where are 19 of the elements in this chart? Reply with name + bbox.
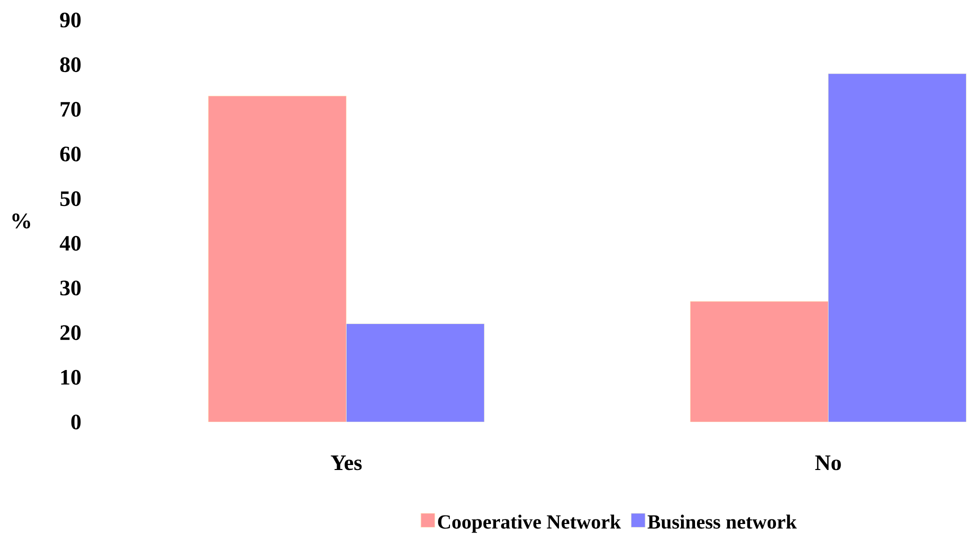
bar: [346, 324, 485, 422]
bar: [828, 73, 966, 422]
y-tick-label: 30: [60, 280, 81, 296]
legend-label: Business network: [648, 514, 797, 529]
bar: [690, 301, 828, 422]
y-tick-label: 40: [60, 236, 81, 251]
y-tick-label: 80: [60, 57, 81, 72]
x-tick-label: No: [815, 456, 841, 470]
x-tick-label: Yes: [330, 456, 362, 470]
y-tick-label: 90: [60, 12, 81, 28]
y-tick-label: 50: [60, 191, 81, 206]
bar: [208, 96, 347, 422]
y-axis-title: %: [12, 214, 30, 228]
y-tick-label: 70: [60, 102, 81, 117]
y-tick-label: 10: [61, 370, 81, 385]
y-tick-label: 20: [60, 325, 81, 340]
y-tick-label: 0: [71, 414, 81, 430]
legend-label: Cooperative Network: [438, 514, 621, 533]
y-tick-label: 60: [60, 146, 81, 162]
